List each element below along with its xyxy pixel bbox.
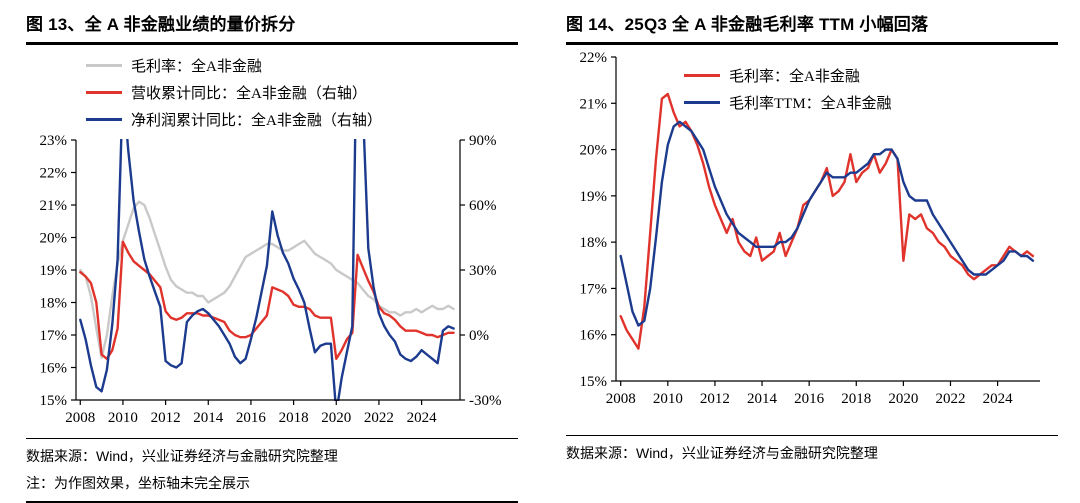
legend-item: 毛利率TTM：全A非金融 <box>684 92 892 113</box>
axis-tick-label: 2012 <box>151 410 181 426</box>
axis-tick-label: 18% <box>40 296 68 312</box>
axis-tick-label: 2010 <box>108 410 138 426</box>
legend-label: 毛利率：全A非金融 <box>729 69 860 85</box>
axis-tick-label: 17% <box>580 281 608 297</box>
figure-13-panel: 图 13、全 A 非金融业绩的量价拆分 毛利率：全A非金融营收累计同比：全A非金… <box>26 10 518 503</box>
axis-tick-label: 2022 <box>935 391 965 407</box>
legend-item: 毛利率：全A非金融 <box>86 55 518 76</box>
axis-tick-label: 2024 <box>407 410 438 426</box>
series-line-0 <box>79 200 455 359</box>
axis-tick-label: 2014 <box>747 391 778 407</box>
axis-tick-label: 2010 <box>653 391 683 407</box>
axis-tick-label: 90% <box>469 134 497 149</box>
axis-tick-label: 15% <box>580 374 608 390</box>
legend-label: 营收累计同比：全A非金融（右轴） <box>131 86 367 102</box>
axis-tick-label: 22% <box>580 51 608 66</box>
figure-13-chart: 15% 16% 17% 18% 19% 20% 21% 22% 23% -30% 0% 30% 60% 9… <box>40 134 502 426</box>
figure-14-source-divider <box>566 435 1058 436</box>
figure-13-footnote: 注：为作图效果，坐标轴未完全展示 <box>26 475 250 491</box>
figure-13-source-divider <box>26 438 518 439</box>
axis-tick-label: 2008 <box>65 410 95 426</box>
axis-tick-label: 2014 <box>193 410 224 426</box>
figure-13-title: 图 13、全 A 非金融业绩的量价拆分 <box>26 10 518 45</box>
axis-tick-label: 2018 <box>841 391 871 407</box>
axis-tick-label: 16% <box>580 328 608 344</box>
legend-item: 毛利率：全A非金融 <box>684 65 892 86</box>
series-line-1 <box>79 240 455 361</box>
axis-tick-label: 21% <box>580 96 608 112</box>
axis-tick-label: 2018 <box>279 410 309 426</box>
axis-tick-label: 0% <box>469 328 489 344</box>
series-line-2 <box>79 139 455 401</box>
axis-tick-label: 2020 <box>888 391 918 407</box>
axis-tick-label: -30% <box>469 393 502 409</box>
legend-line-swatch <box>684 74 720 77</box>
figure-14-chart: 15% 16% 17% 18% 19% 20% 21% 22% 2008 2010 2012 2014… <box>580 51 1040 407</box>
legend-line-swatch <box>684 101 720 104</box>
axis-tick-label: 2020 <box>321 410 351 426</box>
series-line-1 <box>619 120 1035 327</box>
figure-14-legend: 毛利率：全A非金融毛利率TTM：全A非金融 <box>684 65 892 113</box>
legend-label: 净利润累计同比：全A非金融（右轴） <box>131 113 382 129</box>
legend-line-swatch <box>86 118 122 121</box>
figure-14-source: 数据来源：Wind，兴业证券经济与金融研究院整理 <box>566 445 878 461</box>
axis-tick-label: 20% <box>580 143 608 159</box>
series-line-0 <box>619 92 1035 350</box>
axis-tick-label: 2016 <box>236 410 267 426</box>
axis-tick-label: 21% <box>40 198 68 214</box>
figure-13-source: 数据来源：Wind，兴业证券经济与金融研究院整理 <box>26 448 338 464</box>
axis-tick-label: 60% <box>469 198 497 214</box>
axis-tick-label: 2008 <box>606 391 636 407</box>
figure-13-legend: 毛利率：全A非金融营收累计同比：全A非金融（右轴） 净利润累计同比：全A非金融（右… <box>86 55 518 130</box>
figure-14-chart-area: 15% 16% 17% 18% 19% 20% 21% 22% 2008 2010 2012 2014… <box>566 51 1058 411</box>
figure-14-panel: 图 14、25Q3 全 A 非金融毛利率 TTM 小幅回落 15% 16% 17% 1… <box>540 0 1080 503</box>
axis-tick-label: 17% <box>40 328 68 344</box>
axis-tick-label: 20% <box>40 231 68 247</box>
axis-tick-label: 22% <box>40 166 68 182</box>
axis-tick-label: 18% <box>580 235 608 251</box>
axis-tick-label: 2016 <box>794 391 825 407</box>
axis-tick-label: 2022 <box>364 410 394 426</box>
legend-item: 营收累计同比：全A非金融（右轴） <box>86 82 518 103</box>
legend-line-swatch <box>86 91 122 94</box>
legend-line-swatch <box>86 64 122 67</box>
axis-tick-label: 16% <box>40 361 68 377</box>
legend-label: 毛利率：全A非金融 <box>131 59 262 75</box>
axis-tick-label: 2012 <box>700 391 730 407</box>
axis-tick-label: 19% <box>580 189 608 205</box>
axis-tick-label: 15% <box>40 393 68 409</box>
legend-label: 毛利率TTM：全A非金融 <box>729 96 892 112</box>
axis-tick-label: 23% <box>40 134 68 149</box>
axis-tick-label: 30% <box>469 263 497 279</box>
legend-item: 净利润累计同比：全A非金融（右轴） <box>86 109 518 130</box>
axis-tick-label: 2024 <box>983 391 1014 407</box>
figure-14-title: 图 14、25Q3 全 A 非金融毛利率 TTM 小幅回落 <box>566 10 1058 45</box>
axis-tick-label: 19% <box>40 263 68 279</box>
